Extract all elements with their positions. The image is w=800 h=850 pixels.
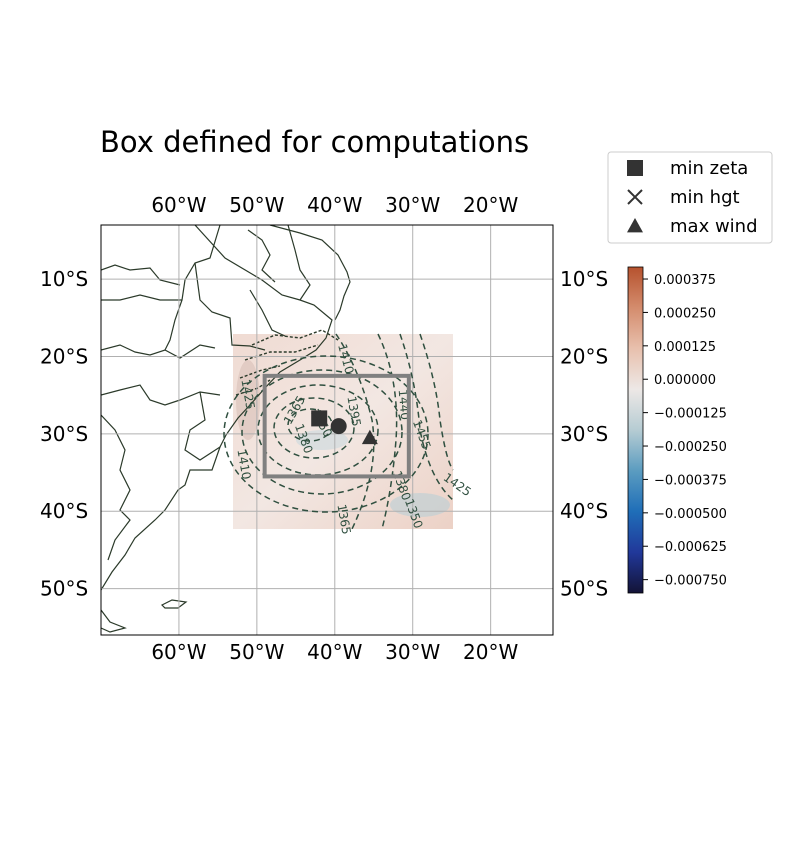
map-frame: [100, 224, 554, 636]
colorbar-tick-label: 0.000125: [654, 340, 716, 355]
contour-label: 1410: [234, 448, 253, 481]
contour-lines: [223, 333, 454, 530]
contour-label: 1365: [334, 503, 353, 536]
colorbar-tick-label: −0.000750: [654, 574, 727, 589]
circle-marker: [330, 418, 347, 435]
legend-marker-x: [627, 189, 643, 205]
lat-tick-label-right: 10°S: [560, 267, 608, 291]
axis-ticks: 60°W 60°W 50°W 50°W 40°W 40°W 30°W 30°W 20°W 20°W…: [40, 193, 608, 664]
legend-marker-triangle: [627, 218, 643, 233]
coastlines: [101, 225, 351, 633]
border-10: [287, 225, 311, 301]
lat-tick-label-right: 40°S: [560, 499, 608, 523]
colorbar-tick-label: −0.000125: [654, 407, 727, 422]
legend-box: [607, 151, 773, 244]
legend: min zeta min hgt max wind: [607, 151, 773, 244]
lon-tick-label-bottom: 20°W: [463, 640, 518, 664]
lon-tick-label-bottom: 40°W: [307, 640, 362, 664]
colorbar-tick-label: 0.000375: [654, 273, 716, 288]
lat-tick-label-left: 30°S: [40, 422, 88, 446]
contour-label: 1425: [238, 378, 257, 411]
lat-tick-label-right: 20°S: [560, 345, 608, 369]
lat-tick-label-left: 50°S: [40, 577, 88, 601]
contour-label: 1395: [344, 395, 363, 428]
lon-tick-label-top: 40°W: [307, 193, 362, 217]
lon-tick-label-top: 30°W: [385, 193, 440, 217]
markers: [311, 410, 378, 445]
south-america-coast: [101, 225, 333, 591]
lat-tick-label-right: 30°S: [560, 422, 608, 446]
lon-tick-label-top: 60°W: [151, 193, 206, 217]
computation-box: [262, 373, 411, 479]
lon-tick-label-top: 50°W: [229, 193, 284, 217]
colorbar-gradient: [627, 266, 644, 594]
falklands: [160, 599, 188, 609]
border-11: [249, 289, 286, 337]
lon-tick-label-bottom: 30°W: [385, 640, 440, 664]
colorbar-tick-label: −0.000250: [654, 440, 727, 455]
tierra-del-fuego: [101, 609, 127, 633]
legend-label: min zeta: [670, 158, 748, 179]
border-7: [101, 414, 131, 561]
colorbar-tick-label: 0.000250: [654, 306, 716, 321]
min-hgt-marker: [311, 410, 327, 427]
colorbar-tick-label: −0.000625: [654, 540, 727, 555]
lat-tick-label-left: 10°S: [40, 267, 88, 291]
lon-tick-label-bottom: 50°W: [229, 640, 284, 664]
legend-label: min hgt: [670, 187, 740, 208]
lat-tick-label-left: 40°S: [40, 499, 88, 523]
legend-marker-square: [627, 160, 643, 176]
colorbar-tick-label: −0.000500: [654, 507, 727, 522]
field-anomaly-west: [236, 360, 260, 440]
legend-label: max wind: [670, 216, 758, 237]
chart-title: Box defined for computations: [100, 125, 529, 159]
lat-tick-label-right: 50°S: [560, 577, 608, 601]
lat-tick-label-left: 20°S: [40, 345, 88, 369]
lon-tick-label-bottom: 60°W: [151, 640, 206, 664]
border-3: [194, 262, 266, 351]
colorbar-tick-label: 0.000000: [654, 373, 716, 388]
border-2: [101, 264, 181, 286]
border-4: [101, 344, 216, 359]
northeast-coast: [269, 225, 351, 321]
border-8: [184, 391, 221, 461]
border-5: [101, 384, 221, 406]
colorbar: 0.000375 0.000250 0.000125 0.000000 −0.00012…: [627, 266, 727, 594]
lon-tick-label-top: 20°W: [463, 193, 518, 217]
colorbar-tick-label: −0.000375: [654, 473, 727, 488]
max-wind-marker: [361, 429, 378, 445]
